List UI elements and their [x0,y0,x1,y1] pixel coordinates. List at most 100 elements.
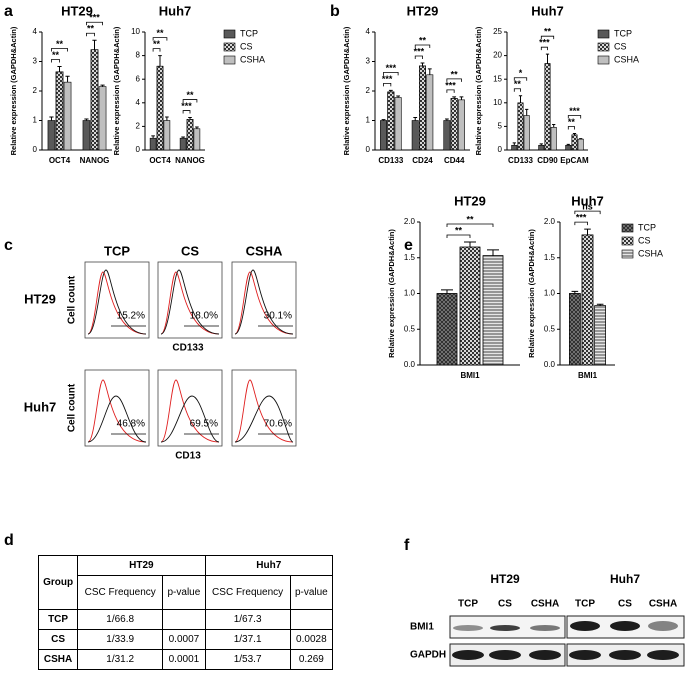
y-tick-label: 10 [131,27,140,36]
error-bar [165,116,169,121]
y-tick-label: 0.0 [404,360,416,369]
table-cell [162,609,206,630]
y-tick-label: 20 [493,51,502,60]
table-subheader: CSC Frequency [204,575,291,610]
y-tick-label: 2.0 [404,217,416,226]
significance-bracket [574,210,601,215]
error-bar [181,136,185,139]
significance-bracket [513,88,521,92]
legend-swatch [597,29,610,39]
significance-label: ** [451,69,459,79]
error-bar [539,143,543,146]
error-bar [158,55,162,67]
flow-plot-frame [231,369,297,447]
error-bar [195,126,199,129]
bar [577,138,584,151]
error-bar [388,89,393,92]
y-tick-label: 1.0 [544,289,556,298]
significance-label: * [519,68,523,78]
isotype-curve [160,379,220,443]
bar [149,137,157,151]
y-tick-label: 4 [136,98,141,107]
bar-pattern [156,65,164,151]
legend-swatch-pattern [224,43,235,51]
bar-pattern [594,305,606,366]
significance-label: ** [52,50,60,60]
blot-band [530,625,560,631]
panel-label: a [4,3,13,20]
blot-group-title: Huh7 [610,572,640,586]
bar-pattern [186,119,194,151]
blot-band [609,650,641,660]
legend-label: TCP [614,28,632,38]
table-cell [289,609,334,630]
y-tick-label: 1.0 [404,289,416,298]
blot-lane-label: TCP [458,599,478,610]
error-bar [452,96,457,99]
significance-label: ** [466,214,474,224]
error-bar [518,95,523,103]
blot-lane-label: TCP [575,599,595,610]
legend-label: TCP [240,28,258,38]
gate-percent: 30.1% [264,311,292,322]
chart-title: HT29 [61,3,93,18]
error-bar [65,75,70,83]
blot-band [648,621,678,631]
bar-pattern [581,234,594,366]
legend-swatch [223,29,236,39]
flow-plot-frame [84,369,150,447]
bar [380,120,388,151]
flow-row-label: HT29 [24,291,56,306]
bar-pattern [436,293,458,366]
y-tick-label: 2.0 [544,217,556,226]
x-tick-label: NANOG [80,156,110,165]
error-bar [487,249,499,256]
y-tick-label: 1 [33,116,38,125]
table-cell: 1/37.1 [204,629,291,650]
y-tick-label: 0 [136,145,141,154]
error-bar [441,289,453,294]
marker-curve [87,269,147,335]
y-tick-label: 25 [493,27,502,36]
legend-swatch-pattern [622,237,633,245]
flow-y-label: Cell count [67,383,78,432]
blot-row-label: BMI1 [410,622,434,633]
table-cell: 1/53.7 [204,649,291,670]
bar-pattern [517,102,524,151]
isotype-curve [234,271,294,335]
y-tick-label: 1.5 [404,253,416,262]
blot-lane-label: CS [618,599,632,610]
significance-bracket [446,89,455,93]
table-cell: 0.0028 [289,629,334,650]
significance-label: *** [181,101,192,111]
bar [82,120,91,151]
y-tick-label: 0.5 [404,324,416,333]
significance-label: ** [87,24,95,34]
table-cell: 1/33.9 [77,629,164,650]
error-bar [188,117,192,120]
gate-percent: 70.6% [264,419,292,430]
significance-bracket [513,77,528,81]
y-axis-label: Relative expression (GAPDH&Actin) [387,229,396,358]
legend-label: CS [638,235,651,245]
significance-label: *** [89,13,100,23]
significance-bracket [182,99,198,103]
y-axis-label: Relative expression (GAPDH&Actin) [527,229,536,358]
x-tick-label: BMI1 [460,371,480,380]
significance-bracket [383,72,399,76]
bar [550,127,557,151]
table-cell: 0.0001 [162,649,206,670]
chart-title: Huh7 [159,3,192,18]
error-bar [572,132,577,135]
frequency-table: Group HT29 Huh7 CSC Frequency p-value CS… [37,555,334,670]
error-bar [92,39,97,50]
y-tick-label: 5 [498,122,503,131]
blot-row-label: GAPDH [410,650,446,661]
error-bar [84,118,89,121]
bar [47,120,56,151]
flow-plot-frame [84,261,150,339]
chart-title: HT29 [454,193,486,208]
bar [98,86,107,151]
table-cell: 1/66.8 [77,609,164,630]
